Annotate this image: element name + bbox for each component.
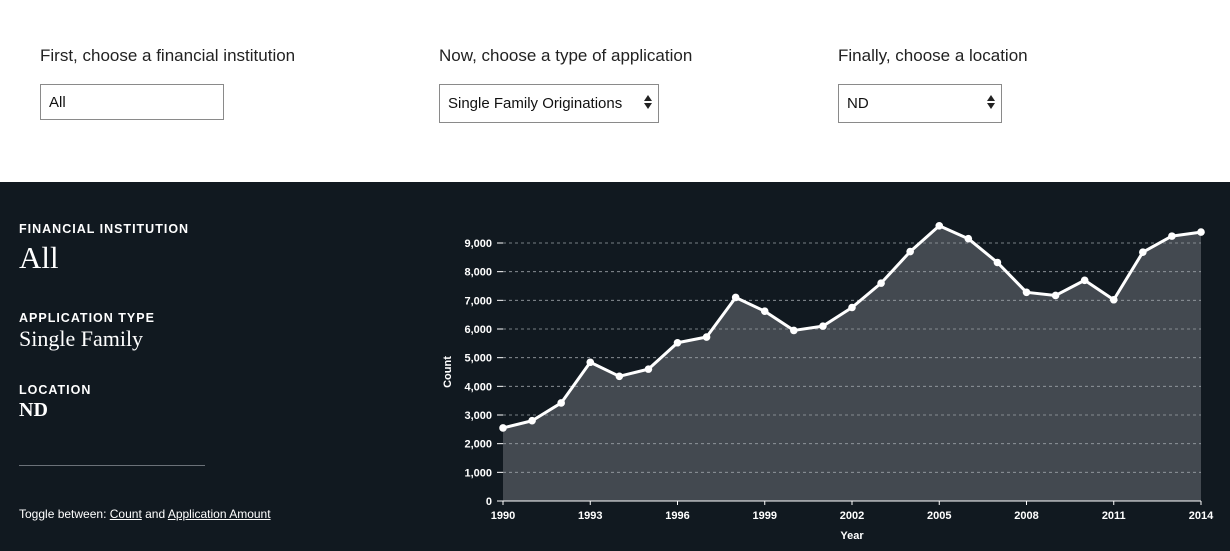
data-point [790,326,798,335]
application-value: Single Family [19,326,144,351]
results-panel: FINANCIAL INSTITUTION All APPLICATION TY… [0,182,1230,551]
x-tick-label: 2005 [927,510,951,522]
location-value: ND [19,399,48,421]
toggle-joiner: and [145,507,166,521]
select-arrows-icon [987,95,995,109]
data-point [1051,291,1060,300]
data-point [760,307,769,316]
data-point [615,372,624,381]
x-tick-label: 1999 [753,510,777,522]
data-point [499,424,507,432]
location-select-value: ND [847,95,869,112]
data-point [877,279,885,287]
y-tick-label: 7,000 [464,295,492,307]
institution-value: All [19,240,59,275]
institution-heading: FINANCIAL INSTITUTION [19,222,190,236]
data-point [1197,228,1205,236]
data-point [731,293,740,302]
x-tick-label: 2011 [1102,510,1126,522]
x-tick-label: 1990 [491,510,515,522]
x-tick-label: 2008 [1014,510,1038,522]
application-heading: APPLICATION TYPE [19,311,155,325]
data-point [1022,288,1031,297]
y-tick-label: 9,000 [464,238,492,250]
institution-filter-label: First, choose a financial institution [40,46,296,65]
data-point [993,258,1002,267]
y-tick-label: 0 [486,496,492,508]
data-point [557,399,565,407]
location-filter-label: Finally, choose a location [838,46,1028,65]
data-point [906,247,914,256]
y-tick-label: 2,000 [464,439,492,451]
y-tick-label: 8,000 [464,267,492,279]
data-point [1109,295,1118,304]
institution-input[interactable]: All [40,84,224,120]
y-tick-label: 4,000 [464,381,492,393]
application-select-value: Single Family Originations [448,95,623,112]
data-point [673,338,682,347]
y-axis-title: Count [442,356,454,388]
data-point [1080,276,1089,285]
data-point [1168,232,1176,240]
x-tick-label: 2014 [1189,510,1214,522]
select-arrows-icon [644,95,652,109]
data-point [964,234,973,243]
data-point [586,358,595,367]
x-tick-label: 2002 [840,510,864,522]
filter-bar: First, choose a financial institution Al… [0,0,1230,182]
divider [19,465,205,466]
toggle-prefix: Toggle between: [19,507,107,521]
metric-toggle: Toggle between: Count and Application Am… [19,507,271,521]
data-point [528,416,536,425]
data-point [935,222,944,230]
toggle-amount-link[interactable]: Application Amount [167,507,271,521]
y-tick-label: 1,000 [464,467,492,479]
y-tick-label: 3,000 [464,410,492,422]
location-select[interactable]: ND [838,84,1002,123]
data-point [848,303,856,312]
x-axis-title: Year [840,530,864,542]
toggle-count-link[interactable]: Count [109,507,142,521]
application-filter-label: Now, choose a type of application [439,46,693,65]
application-select[interactable]: Single Family Originations [439,84,659,123]
data-point [819,322,827,330]
data-point [1139,248,1147,256]
data-point [702,333,711,341]
x-tick-label: 1993 [578,510,602,522]
location-heading: LOCATION [19,383,92,397]
count-area-chart: 0 1,000 2,000 3,000 4,000 5,000 6,000 7,000 8,00… [442,222,1214,542]
y-tick-label: 5,000 [464,353,492,365]
y-tick-label: 6,000 [464,324,492,336]
x-tick-label: 1996 [665,510,689,522]
data-point [644,365,653,373]
